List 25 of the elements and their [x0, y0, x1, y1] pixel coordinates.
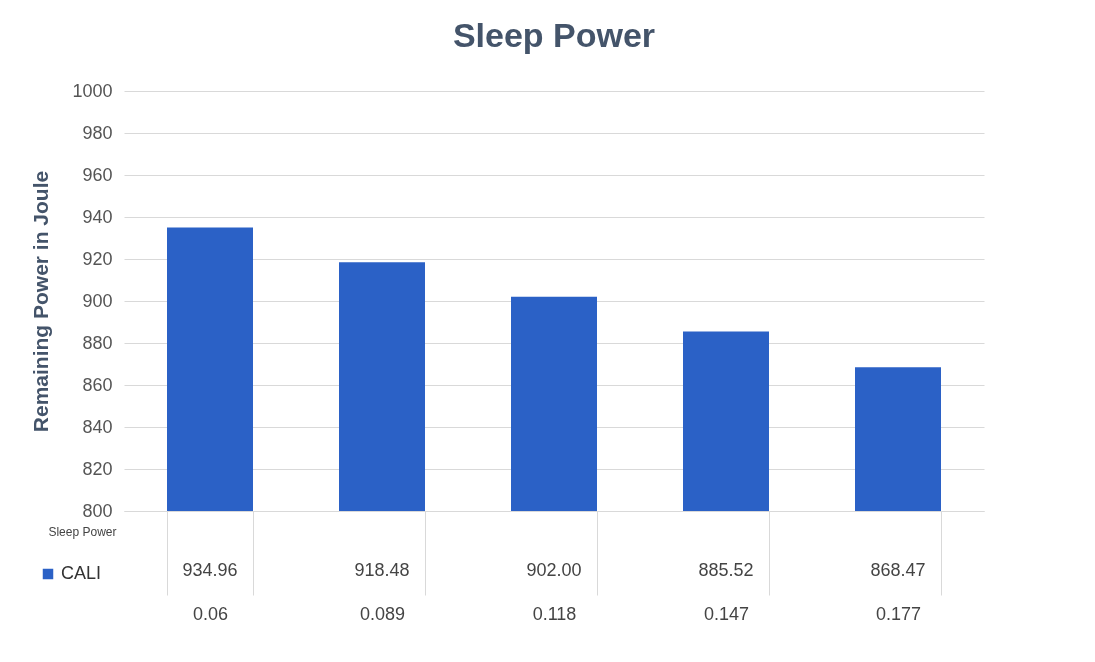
y-tick-label: 980	[82, 122, 113, 143]
x-tick-label: 0.06	[192, 603, 229, 624]
y-tick-label: 820	[82, 458, 113, 479]
y-axis-title: Remaining Power in Joule	[29, 170, 53, 433]
data-label: 902.00	[526, 560, 582, 580]
x-tick-label: 0.089	[359, 603, 406, 624]
data-label: 918.48	[354, 560, 410, 580]
chart-title: Sleep Power	[452, 16, 656, 54]
x-tick-label: 0.147	[703, 603, 750, 624]
data-label: 934.96	[182, 560, 238, 580]
y-tick-label: 900	[82, 290, 113, 311]
x-tick-label: 0.177	[875, 603, 922, 624]
y-tick-label: 860	[82, 374, 113, 395]
y-tick-label: 940	[82, 206, 113, 227]
y-tick-label: 920	[82, 248, 113, 269]
x-tick-label: 0.118	[532, 603, 577, 624]
y-tick-label: 960	[82, 164, 113, 185]
y-tick-label: 800	[82, 500, 113, 521]
legend-label: CALI	[61, 563, 102, 583]
y-tick-label: 840	[82, 416, 113, 437]
data-label: 885.52	[698, 560, 754, 580]
y-tick-label: 1000	[72, 80, 113, 101]
x-axis-title: Sleep Power	[48, 524, 117, 539]
y-tick-label: 880	[82, 332, 113, 353]
data-label: 868.47	[870, 560, 926, 580]
